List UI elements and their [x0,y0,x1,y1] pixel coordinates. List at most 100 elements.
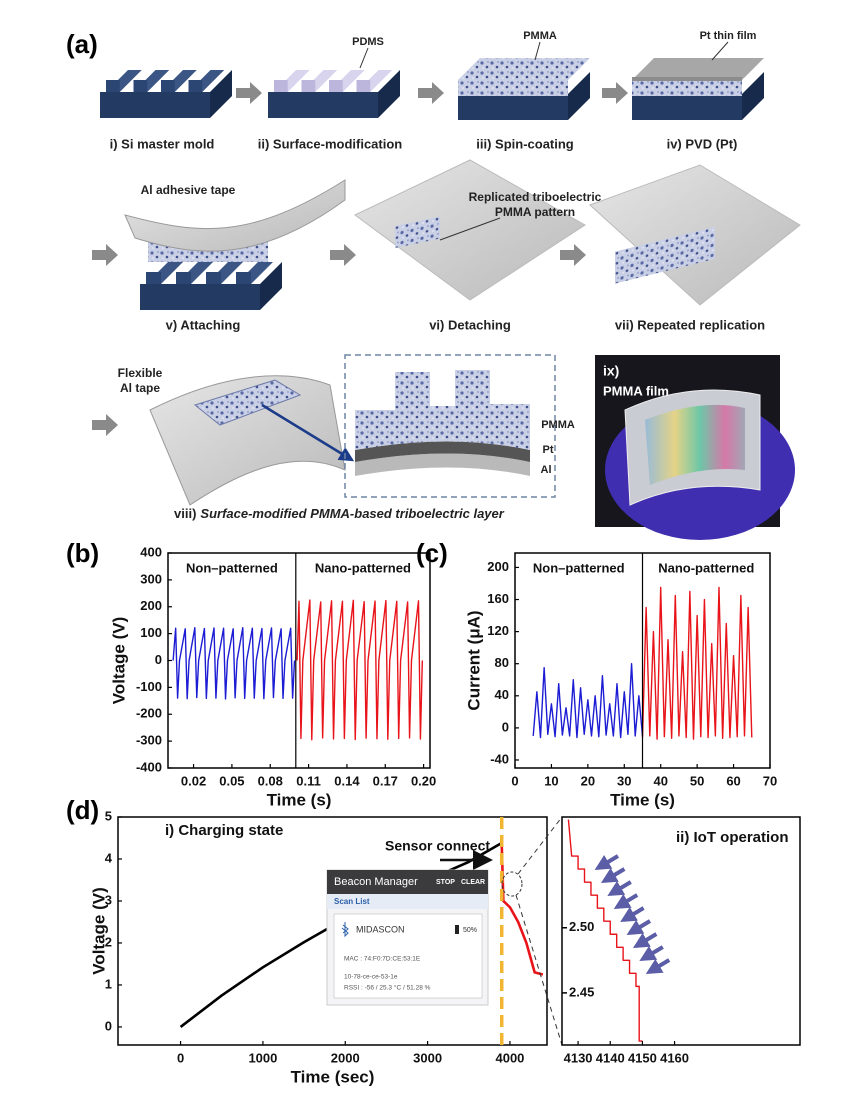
x-tick-label: 50 [690,773,704,788]
inset-box [344,354,556,498]
callout: PMMA [523,30,557,42]
callout: Pt thin film [700,30,757,42]
callout: Al adhesive tape [141,183,236,197]
al-sheet [354,159,586,301]
y-tick-label: 1 [105,976,112,991]
pulse-arrow [607,880,632,897]
step-arrow [236,82,262,104]
x-tick-label: 0.02 [181,773,206,788]
series-line [532,663,644,739]
panel-label: (a) [66,29,98,59]
step-arrow [92,244,118,266]
step-label: iii) Spin-coating [476,136,574,151]
block-front [632,94,742,120]
leader [711,41,729,61]
pmma-pattern [395,216,440,249]
x-tick-label: 70 [763,773,777,788]
x-tick-label: 0.08 [258,773,283,788]
pmma-top [632,58,764,80]
inset-text: RSSI : -56 / 25.3 °C / 51.28 % [344,984,431,992]
x-tick-label: 0 [511,773,518,788]
y-tick-label: 80 [495,655,509,670]
pulse-arrow [639,945,664,962]
step-label: iv) PVD (Pt) [667,136,738,151]
ridge-top [188,80,203,92]
ridge-top [106,80,120,92]
pmma-layer [355,370,530,450]
panel-label: (d) [66,795,99,825]
y-tick-label: 120 [487,623,509,638]
x-tick-label: 2000 [331,1050,360,1065]
plot-frame [561,816,801,1046]
step-label: vi) Detaching [429,317,511,332]
block-side [742,72,764,120]
inset-text: MAC : 74:F0:7D:CE:53:1E [344,956,421,963]
zoom-region [501,871,523,897]
inset-text: 50% [463,927,477,934]
step-label: i) Si master mold [110,136,215,151]
x-axis-label: Time (s) [267,790,332,809]
ridge-top [356,80,371,92]
series-line [641,586,753,740]
pulse-arrow [626,919,652,936]
x-tick-label: 4140 [596,1050,625,1065]
callout: PDMS [352,36,384,48]
ridge-top [146,272,161,284]
pmma-front [632,80,742,96]
artwork: ix)PMMA film-400-300-200-100010020030040… [66,41,801,1086]
y-tick-label: 200 [140,598,162,613]
al-layer [355,453,530,476]
series-label: Non–patterned [533,560,625,575]
ridge-top [329,80,343,92]
chart: 0 1 2 3 4 5 0 1000 2000 3000 4000 Time (sec) Voltage… [66,795,563,1086]
chart: -400 -300 -200 -100 0 100 200 300 400 0.02 0.05 0.0… [66,538,436,810]
x-tick-label: 4130 [564,1050,593,1065]
pulse-arrow [600,867,626,884]
ridge-top [236,272,251,284]
step-arrow [418,82,444,104]
chart: 2.50 2.45 4130 4140 4150 4160 ii) IoT operatio… [561,816,801,1065]
inset-text: STOP [436,879,455,886]
y-tick-label: 2.45 [569,984,594,999]
series-label: Nano-patterned [315,560,411,575]
inset-tab [327,894,488,909]
pt-layer [355,441,530,462]
block-side [568,72,590,120]
x-tick-label: 0.05 [219,773,244,788]
inset-text: 10-78-ce-ce-53-1e [344,974,398,981]
x-tick-label: 0.20 [411,773,436,788]
photo-label: PMMA film [603,383,669,398]
ridge-top [206,272,221,284]
y-tick-label: 0 [155,652,162,667]
layer-label: Al [541,464,552,476]
callout: Al tape [120,381,160,395]
callout: PMMA pattern [495,205,575,219]
step-arrow [602,82,628,104]
x-tick-label: 0 [177,1050,184,1065]
panel-label: (b) [66,538,99,568]
y-tick-label: 400 [140,544,162,559]
y-tick-label: -200 [136,706,162,721]
y-tick-label: -100 [136,679,162,694]
inset-text: Scan List [334,897,370,906]
y-tick-label: 200 [487,559,509,574]
battery-icon [455,925,459,934]
x-tick-label: 1000 [248,1050,277,1065]
series-line [172,627,296,700]
block-front [140,284,260,310]
y-tick-label: 4 [105,850,113,865]
photo-label: ix) [603,363,619,379]
caption-text: Surface-modified PMMA-based triboelectri… [200,506,504,521]
x-tick-label: 4150 [628,1050,657,1065]
pulse-arrow [645,958,671,975]
plot-frame [167,552,431,769]
series-line [296,599,424,741]
zoom-line [517,816,563,875]
y-tick-label: -300 [136,733,162,748]
step-label: ii) Surface-modification [258,136,403,151]
layer-label: Pt [543,444,554,456]
chart-title: ii) IoT operation [676,829,789,846]
inset-text: CLEAR [461,879,485,886]
y-tick-label: -40 [490,751,509,766]
